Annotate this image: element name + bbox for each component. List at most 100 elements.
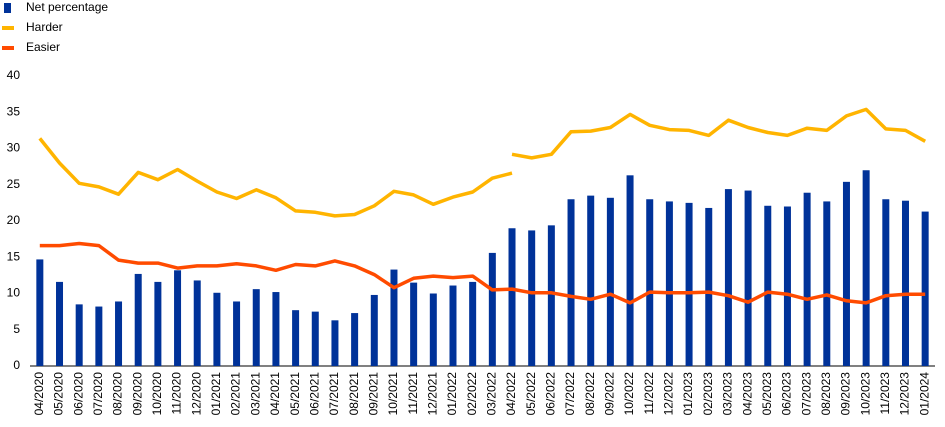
bar [921, 211, 929, 366]
x-tick-label: 04/2023 [740, 372, 754, 416]
y-tick-label: 40 [7, 68, 21, 82]
x-tick-label: 05/2022 [524, 372, 538, 416]
bar [803, 192, 811, 366]
x-tick-label: 09/2023 [839, 372, 853, 416]
x-tick-label: 04/2022 [504, 372, 518, 416]
legend-label: Easier [26, 40, 60, 54]
x-tick-label: 06/2023 [780, 372, 794, 416]
x-tick-label: 10/2022 [622, 372, 636, 416]
x-tick-label: 06/2022 [544, 372, 558, 416]
bar [685, 202, 693, 366]
x-tick-label: 11/2021 [406, 372, 420, 415]
bar [646, 199, 654, 366]
bar [705, 207, 713, 366]
bar [311, 311, 319, 366]
x-tick-label: 08/2021 [347, 372, 361, 416]
bar [75, 304, 83, 366]
bar [724, 189, 732, 366]
bar [174, 270, 182, 366]
bar [390, 269, 398, 366]
x-tick-label: 12/2022 [662, 372, 676, 416]
line [39, 241, 926, 305]
x-tick-label: 04/2020 [32, 372, 46, 416]
bar [351, 313, 359, 366]
y-tick-label: 10 [7, 286, 21, 300]
line [38, 137, 513, 218]
bar [36, 259, 44, 366]
x-tick-label: 12/2020 [189, 372, 203, 416]
bar [587, 195, 595, 366]
bar [567, 199, 575, 366]
y-tick-label: 15 [7, 249, 21, 263]
bar [370, 294, 378, 366]
x-tick-label: 05/2020 [52, 372, 66, 416]
bar [783, 206, 791, 366]
x-tick-label: 12/2023 [898, 372, 912, 416]
bar [606, 197, 614, 366]
bar [134, 273, 142, 366]
bar [665, 201, 673, 366]
y-tick-label: 30 [7, 141, 21, 155]
bar [764, 205, 772, 366]
legend-swatch [4, 3, 11, 13]
bar [272, 292, 280, 366]
x-tick-label: 11/2022 [642, 372, 656, 415]
x-tick-label: 07/2020 [91, 372, 105, 416]
x-tick-label: 03/2023 [721, 372, 735, 416]
x-tick-label: 10/2020 [150, 372, 164, 416]
line [511, 107, 927, 160]
x-tick-label: 07/2022 [563, 372, 577, 416]
bar [547, 225, 555, 366]
x-tick-label: 09/2022 [603, 372, 617, 416]
x-tick-label: 02/2021 [229, 372, 243, 416]
bar [56, 281, 64, 366]
legend-label: Net percentage [26, 0, 108, 14]
x-tick-label: 10/2023 [858, 372, 872, 416]
bar [842, 181, 850, 366]
x-tick-label: 02/2022 [465, 372, 479, 416]
x-tick-label: 07/2023 [799, 372, 813, 416]
bar [469, 281, 477, 366]
x-tick-label: 10/2021 [386, 372, 400, 416]
x-tick-label: 11/2020 [170, 372, 184, 415]
bar [823, 201, 831, 366]
y-tick-label: 0 [13, 358, 20, 372]
x-tick-label: 01/2021 [209, 372, 223, 416]
x-tick-label: 04/2021 [268, 372, 282, 416]
x-tick-label: 07/2021 [327, 372, 341, 416]
y-tick-label: 25 [7, 177, 21, 191]
bar [626, 175, 634, 366]
bar [115, 301, 123, 366]
x-tick-label: 03/2021 [248, 372, 262, 416]
x-tick-label: 01/2023 [681, 372, 695, 416]
y-tick-label: 35 [7, 104, 21, 118]
x-tick-label: 03/2022 [485, 372, 499, 416]
bar [410, 282, 418, 366]
bar [429, 293, 437, 366]
bar [528, 230, 536, 366]
bar [449, 285, 457, 366]
bar [252, 289, 260, 366]
bar [882, 199, 890, 366]
bar [193, 280, 201, 366]
x-tick-label: 11/2023 [878, 372, 892, 415]
x-tick-label: 01/2024 [917, 372, 931, 416]
x-tick-label: 05/2021 [288, 372, 302, 416]
x-tick-label: 09/2020 [130, 372, 144, 416]
x-tick-label: 09/2021 [366, 372, 380, 416]
x-tick-label: 08/2023 [819, 372, 833, 416]
legend-label: Harder [26, 20, 63, 34]
x-tick-label: 08/2020 [111, 372, 125, 416]
y-tick-label: 20 [7, 213, 21, 227]
y-tick-label: 5 [13, 322, 20, 336]
x-tick-label: 08/2022 [583, 372, 597, 416]
x-tick-label: 06/2021 [307, 372, 321, 416]
x-tick-label: 12/2021 [425, 372, 439, 416]
bar [95, 306, 103, 366]
bar [213, 292, 221, 366]
bar [862, 170, 870, 366]
x-tick-label: 05/2023 [760, 372, 774, 416]
bar [233, 301, 241, 366]
